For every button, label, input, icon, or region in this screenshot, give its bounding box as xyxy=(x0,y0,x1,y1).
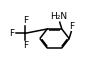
Text: F: F xyxy=(69,22,75,31)
Text: F: F xyxy=(10,29,15,38)
Text: F: F xyxy=(23,41,28,50)
Text: H₂N: H₂N xyxy=(50,12,68,21)
Text: F: F xyxy=(23,16,28,25)
